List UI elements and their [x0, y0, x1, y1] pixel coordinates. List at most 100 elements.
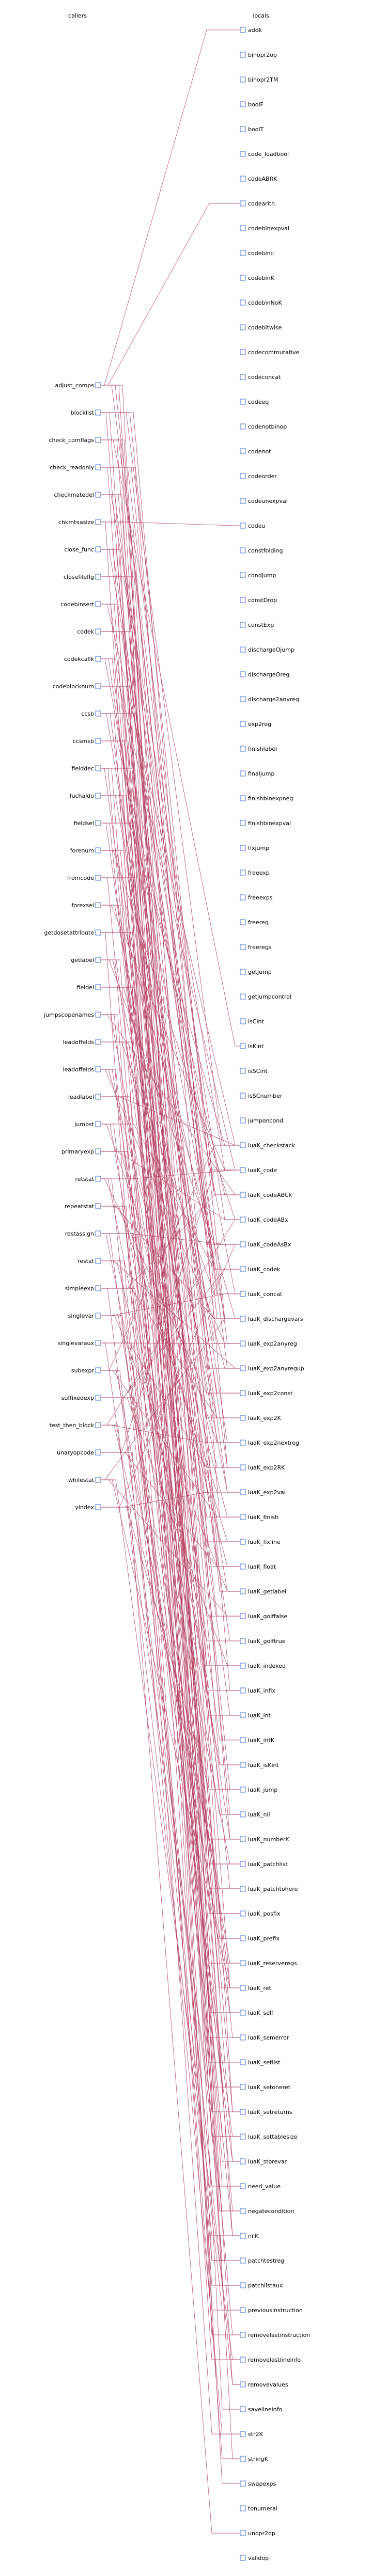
local-node[interactable]: luaK_exp2anyregup: [240, 1365, 304, 1372]
local-port[interactable]: [240, 126, 246, 132]
local-node[interactable]: code_loadbool: [240, 151, 289, 157]
caller-port[interactable]: [95, 519, 101, 525]
local-node[interactable]: boolF: [240, 101, 264, 108]
local-port[interactable]: [240, 1638, 246, 1644]
local-port[interactable]: [240, 2555, 246, 2561]
local-port[interactable]: [240, 1935, 246, 1941]
local-port[interactable]: [240, 423, 246, 430]
local-port[interactable]: [240, 374, 246, 380]
local-port[interactable]: [240, 250, 246, 256]
local-node[interactable]: dischargeOjump: [240, 646, 295, 653]
caller-port[interactable]: [95, 984, 101, 990]
caller-port[interactable]: [95, 464, 101, 470]
local-node[interactable]: str2K: [240, 2431, 264, 2438]
local-port[interactable]: [240, 1663, 246, 1669]
local-node[interactable]: luaK_goiffalse: [240, 1613, 287, 1620]
local-port[interactable]: [240, 572, 246, 578]
caller-port[interactable]: [95, 738, 101, 744]
local-port[interactable]: [240, 2208, 246, 2214]
local-port[interactable]: [240, 2233, 246, 2239]
local-port[interactable]: [240, 1216, 246, 1223]
caller-node[interactable]: fieldel: [76, 984, 101, 991]
local-node[interactable]: luaK_int: [240, 1712, 271, 1719]
caller-node[interactable]: leadoffelds: [63, 1066, 101, 1073]
local-node[interactable]: savelineinfo: [240, 2406, 283, 2413]
local-port[interactable]: [240, 1340, 246, 1347]
caller-port[interactable]: [95, 382, 101, 388]
local-port[interactable]: [240, 76, 246, 83]
local-node[interactable]: negatecondition: [240, 2208, 294, 2215]
caller-node[interactable]: repeatstat: [65, 1203, 101, 1210]
local-node[interactable]: luaK_patchlist: [240, 1861, 288, 1868]
caller-node[interactable]: suffixedexp: [61, 1395, 101, 1401]
caller-port[interactable]: [95, 765, 101, 771]
local-port[interactable]: [240, 1440, 246, 1446]
local-node[interactable]: need_value: [240, 2183, 281, 2190]
local-port[interactable]: [240, 1093, 246, 1099]
caller-port[interactable]: [95, 820, 101, 826]
caller-node[interactable]: fromcode: [67, 875, 101, 881]
local-port[interactable]: [240, 2406, 246, 2412]
local-port[interactable]: [240, 275, 246, 281]
local-port[interactable]: [240, 721, 246, 727]
local-port[interactable]: [240, 770, 246, 777]
local-node[interactable]: luaK_exp2RK: [240, 1464, 285, 1471]
local-port[interactable]: [240, 1861, 246, 1867]
caller-port[interactable]: [95, 683, 101, 689]
caller-node[interactable]: ccsb: [81, 710, 101, 717]
local-node[interactable]: validop: [240, 2555, 269, 2562]
caller-node[interactable]: restassign: [65, 1230, 101, 1237]
caller-node[interactable]: fielddec: [71, 765, 101, 772]
local-port[interactable]: [240, 1712, 246, 1718]
local-port[interactable]: [240, 2183, 246, 2189]
local-node[interactable]: freereg: [240, 919, 269, 926]
local-port[interactable]: [240, 448, 246, 454]
caller-port[interactable]: [95, 1039, 101, 1045]
local-port[interactable]: [240, 1613, 246, 1619]
local-node[interactable]: luaK_storevar: [240, 2158, 287, 2165]
caller-port[interactable]: [95, 1449, 101, 1456]
local-node[interactable]: codeABRK: [240, 176, 277, 182]
local-port[interactable]: [240, 2010, 246, 2016]
caller-node[interactable]: getlabel: [71, 957, 101, 963]
local-node[interactable]: finishbinexpneg: [240, 795, 293, 802]
caller-port[interactable]: [95, 929, 101, 936]
local-node[interactable]: boolT: [240, 126, 264, 133]
local-port[interactable]: [240, 547, 246, 554]
caller-node[interactable]: codebinsert: [60, 601, 101, 608]
local-node[interactable]: codenotbinop: [240, 423, 287, 430]
local-port[interactable]: [240, 151, 246, 157]
local-node[interactable]: luaK_exp2anyreg: [240, 1340, 297, 1347]
local-port[interactable]: [240, 2109, 246, 2115]
local-node[interactable]: discharge2anyreg: [240, 696, 299, 703]
caller-port[interactable]: [95, 628, 101, 635]
local-port[interactable]: [240, 200, 246, 207]
local-node[interactable]: luaK_exp2nextreg: [240, 1440, 299, 1446]
local-node[interactable]: codebinc: [240, 250, 274, 257]
local-node[interactable]: patchtestreg: [240, 2257, 284, 2264]
local-port[interactable]: [240, 523, 246, 529]
caller-port[interactable]: [95, 1340, 101, 1346]
local-port[interactable]: [240, 820, 246, 826]
local-node[interactable]: removelastlineinfo: [240, 2357, 301, 2363]
caller-port[interactable]: [95, 1094, 101, 1100]
caller-port[interactable]: [95, 1367, 101, 1373]
local-port[interactable]: [240, 225, 246, 231]
caller-port[interactable]: [95, 437, 101, 443]
local-port[interactable]: [240, 498, 246, 504]
local-port[interactable]: [240, 1415, 246, 1421]
caller-node[interactable]: leadlabel: [68, 1094, 101, 1100]
caller-node[interactable]: unaryopcode: [57, 1449, 101, 1456]
local-port[interactable]: [240, 2505, 246, 2511]
local-port[interactable]: [240, 2530, 246, 2536]
local-node[interactable]: fixjump: [240, 845, 269, 851]
local-port[interactable]: [240, 2059, 246, 2065]
local-node[interactable]: luaK_intK: [240, 1737, 275, 1744]
caller-node[interactable]: leadoffelds: [63, 1039, 101, 1046]
local-port[interactable]: [240, 1291, 246, 1297]
local-port[interactable]: [240, 101, 246, 107]
caller-node[interactable]: codek: [77, 628, 101, 635]
caller-node[interactable]: subexpr: [71, 1367, 101, 1374]
local-port[interactable]: [240, 1811, 246, 1818]
caller-node[interactable]: ccsmsb: [73, 738, 101, 745]
